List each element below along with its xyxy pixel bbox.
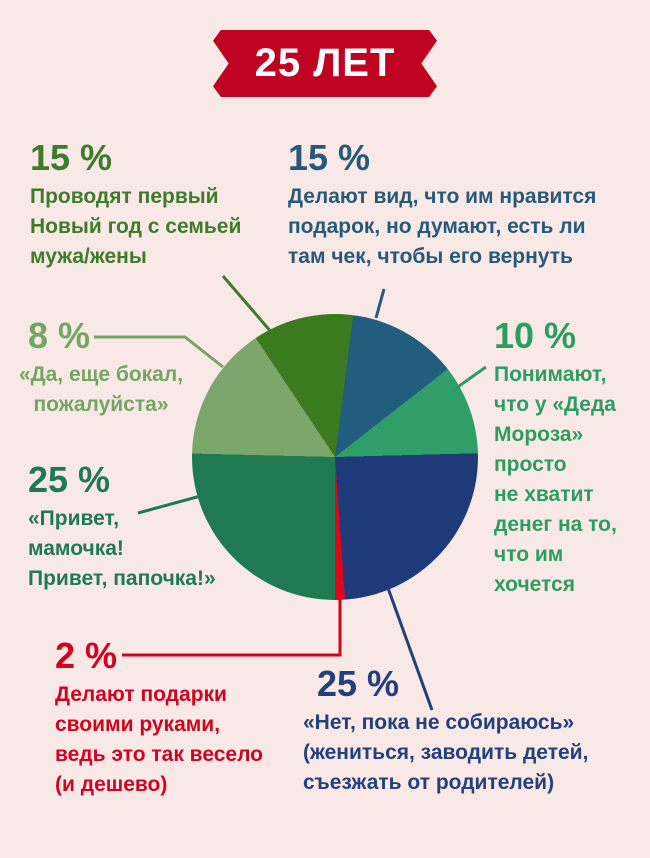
callout-not-planning: 25 % «Нет, пока не собираюсь» (жениться,…	[303, 664, 648, 798]
percent-label: 10 %	[494, 315, 577, 356]
callout-text: Делают подарки своими руками, ведь это т…	[55, 683, 263, 796]
callout-more-wine: 8 % «Да, еще бокал, пожалуйста»	[10, 316, 192, 420]
percent-label: 15 %	[288, 137, 371, 178]
leader-gift-pretend	[374, 288, 386, 319]
callout-text: «Да, еще бокал, пожалуйста»	[18, 363, 184, 416]
callout-hi-mom-dad: 25 % «Привет, мамочка! Привет, папочка!»	[28, 460, 258, 594]
percent-label: 25 %	[317, 663, 400, 704]
callout-gift-pretend: 15 % Делают вид, что им нравится подарок…	[288, 138, 648, 272]
callout-text: «Нет, пока не собираюсь» (жениться, заво…	[303, 711, 589, 794]
callout-ded-moroz: 10 % Понимают, что у «Деда Мороза» прост…	[494, 316, 650, 600]
callout-text: Делают вид, что им нравится подарок, но …	[288, 185, 597, 268]
percent-label: 2 %	[55, 635, 118, 676]
percent-label: 8 %	[28, 315, 91, 356]
callout-text: «Привет, мамочка! Привет, папочка!»	[28, 507, 216, 590]
title-badge-label: 25 ЛЕТ	[254, 41, 396, 85]
percent-label: 15 %	[30, 137, 113, 178]
percent-label: 25 %	[28, 459, 111, 500]
callout-family-newyear: 15 % Проводят первый Новый год с семьей …	[30, 138, 280, 272]
callout-text: Проводят первый Новый год с семьей мужа/…	[30, 185, 242, 268]
callout-handmade-gifts: 2 % Делают подарки своими руками, ведь э…	[55, 636, 325, 800]
title-badge: 25 ЛЕТ	[213, 30, 437, 97]
callout-text: Понимают, что у «Деда Мороза» просто не …	[494, 363, 617, 596]
pie-chart	[192, 314, 478, 600]
leader-family-newyear	[221, 275, 274, 334]
